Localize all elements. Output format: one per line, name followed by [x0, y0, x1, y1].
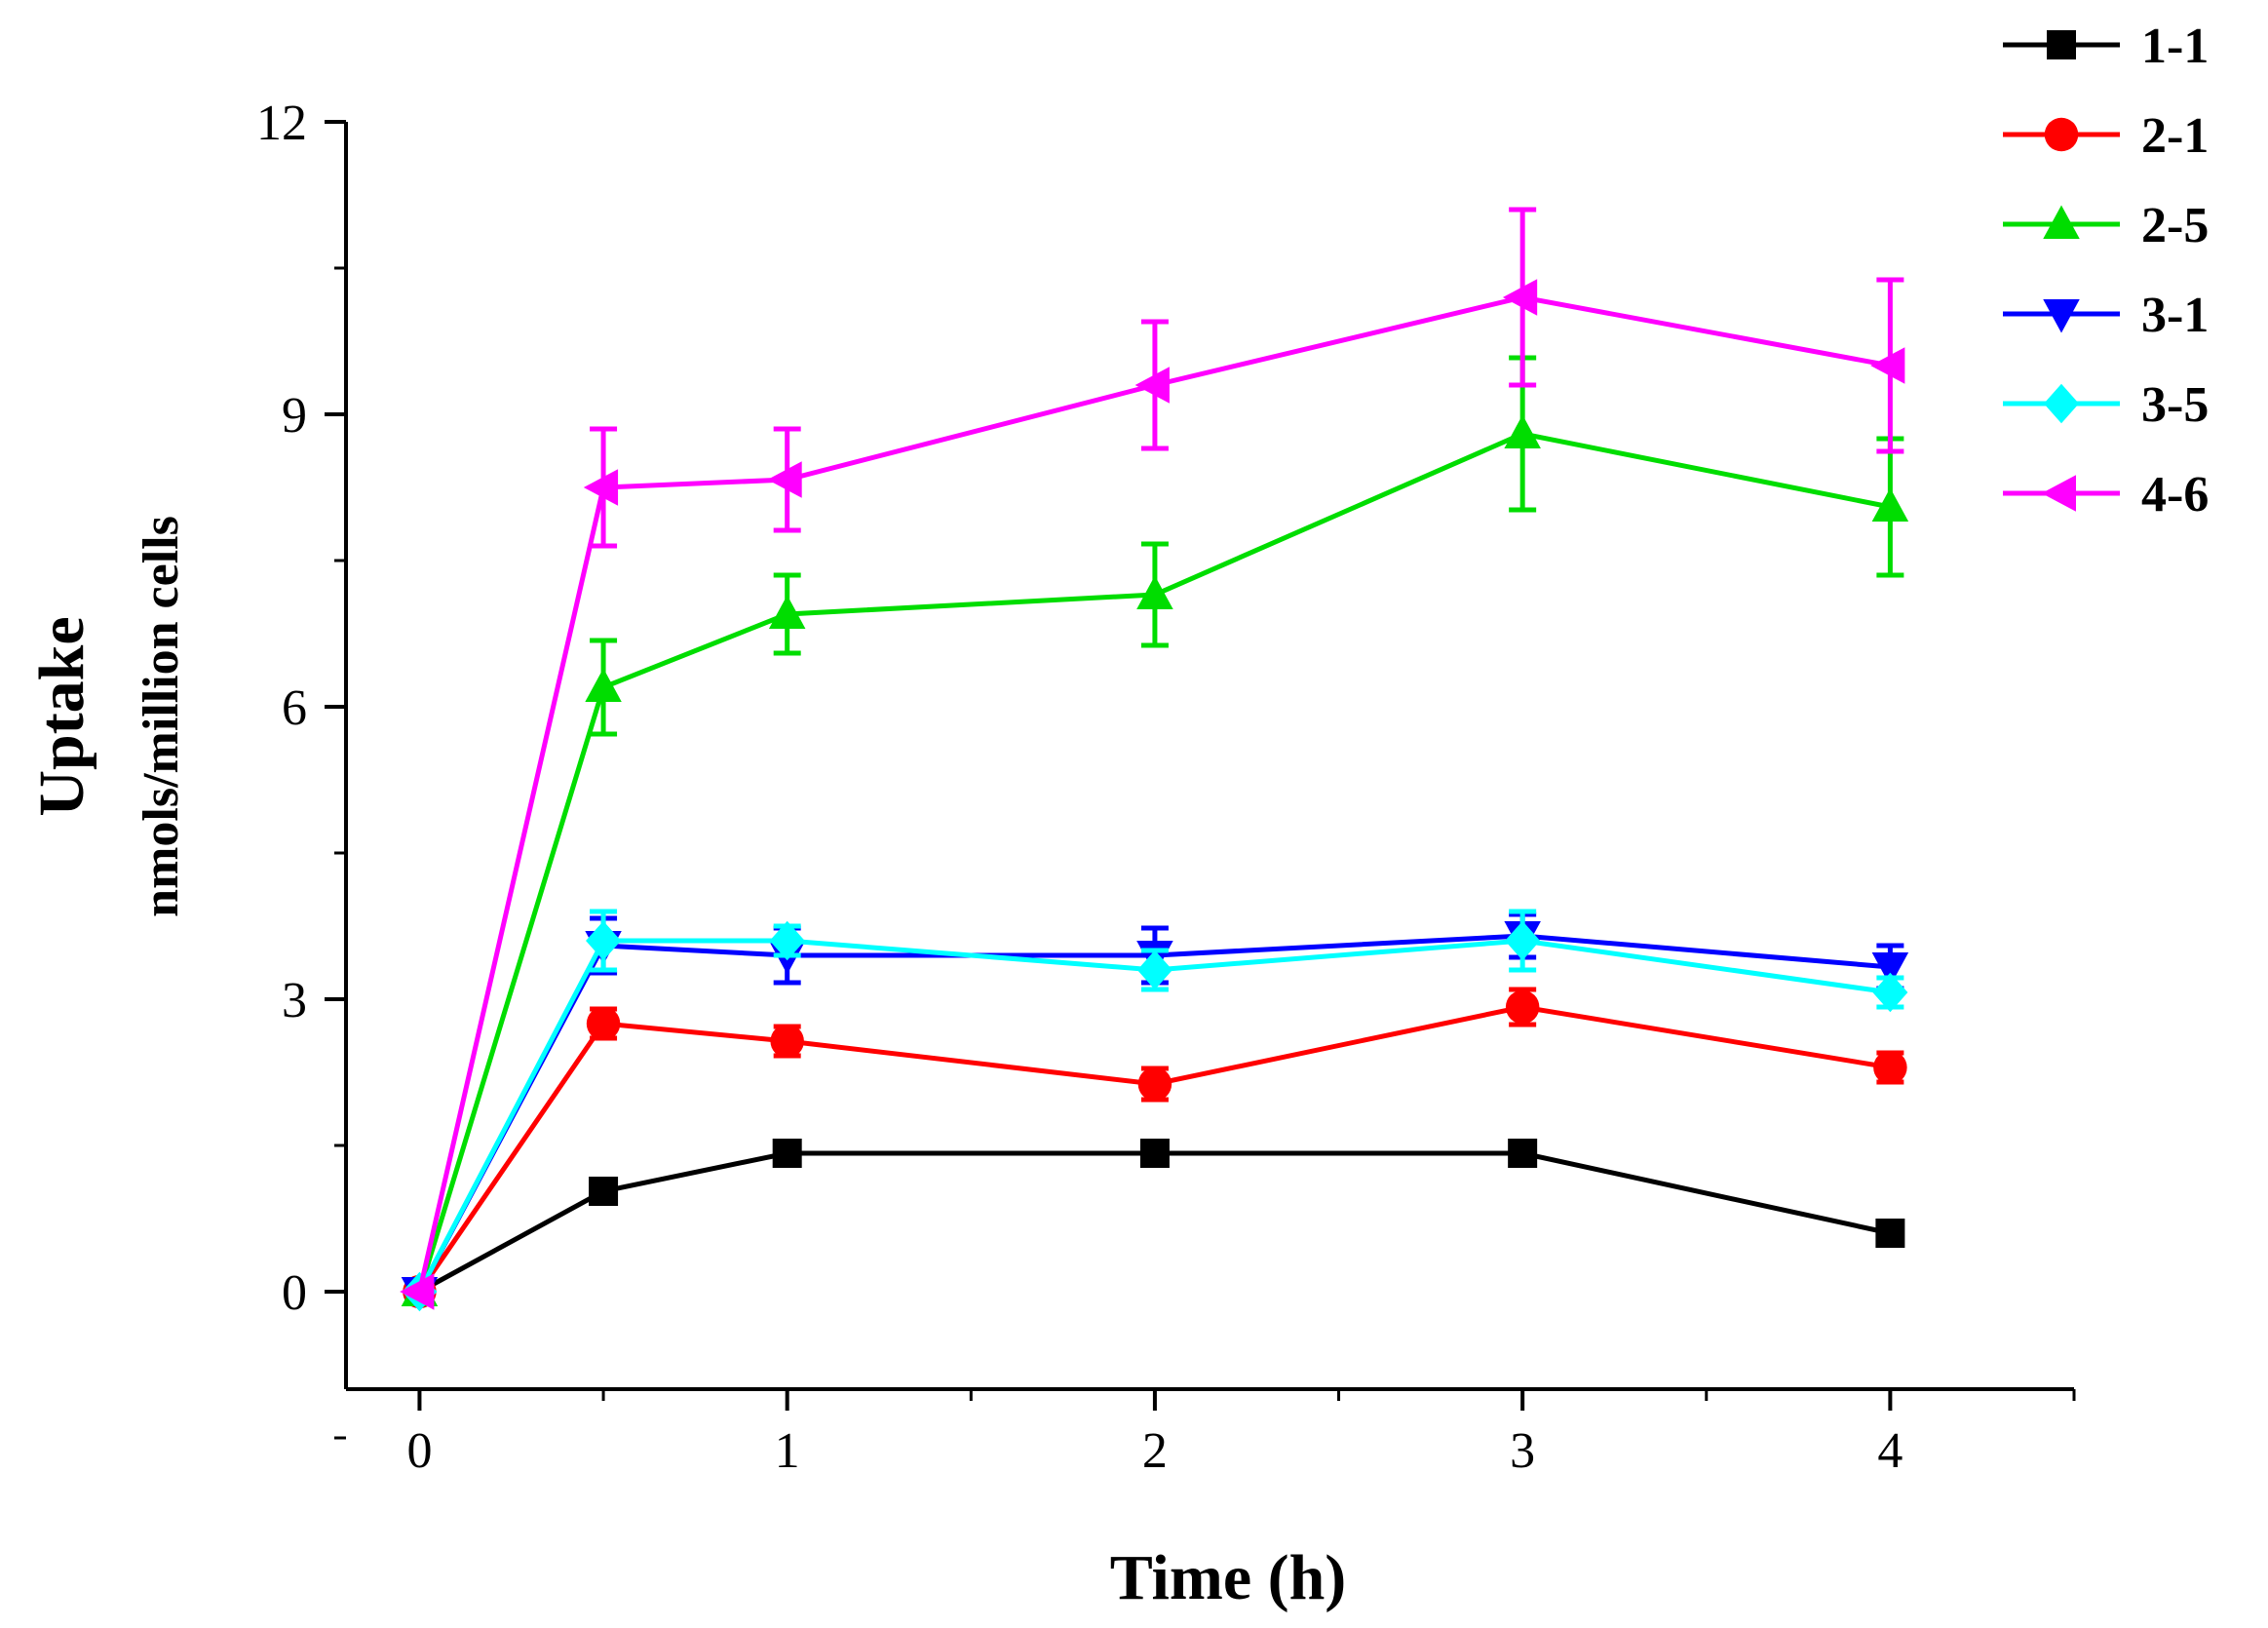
- legend-item-1-1: 1-1: [2003, 19, 2209, 74]
- series-line: [418, 1150, 1891, 1295]
- legend-marker: [2043, 205, 2080, 239]
- y-axis-subtitle: nmols/million cells: [134, 516, 189, 917]
- data-point: [1508, 1139, 1538, 1168]
- legend-label: 3-5: [2141, 377, 2209, 433]
- x-tick-label: 3: [1510, 1423, 1535, 1479]
- data-point: [770, 1024, 804, 1059]
- x-tick-label: 1: [775, 1423, 800, 1479]
- legend-marker: [2043, 299, 2080, 333]
- legend-label: 4-6: [2141, 467, 2209, 523]
- data-point: [767, 461, 802, 498]
- data-point: [1505, 920, 1541, 961]
- y-tick-label: 6: [282, 680, 307, 736]
- data-point: [1871, 487, 1909, 522]
- data-point: [585, 668, 622, 702]
- series-3-5: [402, 909, 1908, 1312]
- data-point: [586, 920, 622, 961]
- axes: [344, 122, 2074, 1391]
- legend-label: 1-1: [2141, 19, 2209, 74]
- y-tick-label: 0: [282, 1265, 307, 1321]
- legend-item-3-5: 3-5: [2003, 377, 2209, 433]
- data-point: [1502, 279, 1538, 316]
- series-1-1: [404, 1139, 1905, 1306]
- y-tick-label: 3: [282, 973, 307, 1028]
- legend-marker: [2044, 117, 2079, 152]
- data-point: [1137, 1066, 1172, 1102]
- legend-label: 2-1: [2141, 108, 2209, 164]
- data-point: [400, 1273, 435, 1310]
- data-point: [1139, 1139, 1170, 1168]
- series-line: [417, 294, 1891, 1293]
- data-point: [1134, 367, 1170, 404]
- data-point: [1870, 347, 1905, 384]
- data-point: [589, 1177, 619, 1206]
- legend-label: 3-1: [2141, 288, 2209, 343]
- data-point: [1136, 950, 1172, 990]
- data-point: [1872, 972, 1908, 1013]
- x-tick-label: 0: [406, 1423, 432, 1479]
- data-point: [1504, 414, 1541, 448]
- data-point: [1136, 575, 1173, 609]
- data-point: [1873, 1050, 1907, 1085]
- data-point: [1875, 1219, 1905, 1248]
- data-point: [1871, 952, 1909, 987]
- data-point: [586, 1006, 621, 1041]
- legend-marker: [2041, 475, 2076, 512]
- data-point: [1505, 989, 1540, 1025]
- series-4-6: [400, 207, 1905, 1310]
- data-point: [769, 920, 805, 961]
- x-tick-label: 2: [1142, 1423, 1168, 1479]
- legend-item-2-5: 2-5: [2003, 198, 2209, 253]
- legend-item-2-1: 2-1: [2003, 108, 2209, 164]
- y-axis-title: Uptake: [26, 616, 97, 816]
- y-tick-label: 12: [256, 96, 307, 151]
- series-2-5: [401, 355, 1909, 1306]
- x-tick-label: 4: [1877, 1423, 1903, 1479]
- legend: 1-1 2-1 2-5 3-1 3-5 4-6: [2003, 19, 2209, 523]
- legend-label: 2-5: [2141, 198, 2209, 253]
- y-tick-label: 9: [282, 388, 307, 444]
- legend-item-3-1: 3-1: [2003, 288, 2209, 343]
- legend-item-4-6: 4-6: [2003, 467, 2209, 523]
- series-line: [417, 938, 1891, 1294]
- data-series: [400, 207, 1909, 1312]
- data-point: [583, 469, 619, 506]
- x-axis-title: Time (h): [1110, 1542, 1347, 1613]
- series-line: [417, 1004, 1891, 1294]
- legend-marker: [2047, 30, 2076, 59]
- series-line: [417, 431, 1891, 1293]
- data-point: [772, 1139, 802, 1168]
- legend-marker: [2044, 383, 2079, 424]
- data-point: [768, 595, 806, 629]
